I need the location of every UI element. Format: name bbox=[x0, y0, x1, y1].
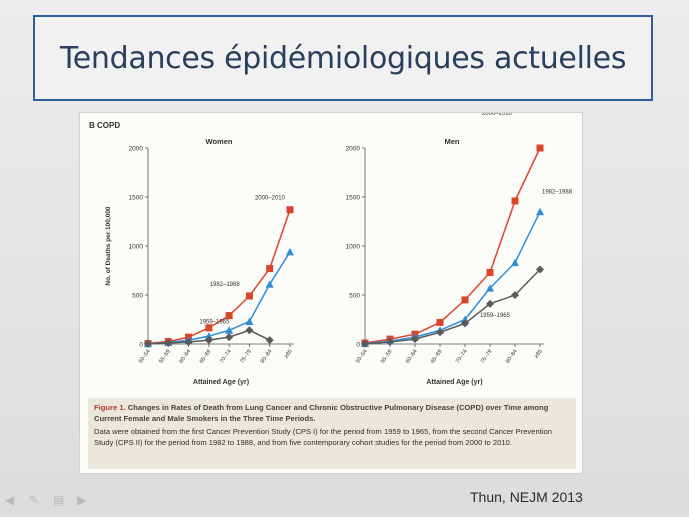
series-line-men-2 bbox=[364, 268, 541, 345]
y-tick-label-women: 1500 bbox=[129, 195, 144, 202]
slideshow-controls: ◀ ✎ ▤ ▶ bbox=[5, 494, 91, 506]
y-tick-label-women: 0 bbox=[139, 342, 143, 349]
figure-panel: B COPD 0 500 1000 1500 2000 50–54 55–59 60–64 65… bbox=[79, 112, 583, 474]
previous-slide-icon[interactable]: ◀ bbox=[5, 493, 15, 507]
y-tick-label-men: 2000 bbox=[346, 146, 361, 153]
x-tick-label-men: 60–64 bbox=[405, 349, 419, 365]
series-label-women-1: 1982–1988 bbox=[210, 282, 241, 288]
slide-title: Tendances épidémiologiques actuelles bbox=[59, 40, 627, 76]
x-axis-label-women: Attained Age (yr) bbox=[193, 379, 249, 386]
citation: Thun, NEJM 2013 bbox=[470, 489, 583, 505]
series-line-men-1 bbox=[364, 211, 541, 345]
x-tick-label-women: 60–64 bbox=[179, 349, 193, 365]
data-point-men bbox=[461, 296, 469, 304]
data-point-women bbox=[286, 206, 294, 214]
figure-charts: B COPD 0 500 1000 1500 2000 50–54 55–59 60–64 65… bbox=[89, 113, 573, 386]
data-point-women bbox=[204, 332, 213, 340]
caption-title: Changes in Rates of Death from Lung Canc… bbox=[94, 403, 549, 423]
slide-title-box: Tendances épidémiologiques actuelles bbox=[33, 15, 653, 101]
caption-heading: Figure 1. Changes in Rates of Death from… bbox=[94, 402, 570, 424]
figure-caption: Figure 1. Changes in Rates of Death from… bbox=[88, 398, 576, 469]
y-tick-label-men: 500 bbox=[349, 293, 360, 300]
pen-icon[interactable]: ✎ bbox=[29, 493, 40, 507]
data-point-women bbox=[245, 317, 254, 325]
chart-title-women: Women bbox=[206, 137, 233, 146]
data-point-men bbox=[486, 299, 494, 308]
menu-icon[interactable]: ▤ bbox=[53, 493, 65, 507]
x-tick-label-women: 55–59 bbox=[158, 349, 172, 365]
data-point-men bbox=[386, 338, 394, 347]
data-point-men bbox=[511, 258, 519, 267]
y-tick-label-women: 1000 bbox=[129, 244, 144, 251]
chart-title-men: Men bbox=[445, 137, 460, 146]
data-point-men bbox=[411, 335, 419, 344]
x-tick-label-women: 70–74 bbox=[219, 349, 233, 365]
x-tick-label-men: 50–54 bbox=[355, 349, 369, 365]
x-tick-label-women: 50–54 bbox=[138, 349, 152, 365]
series-label-women-0: 2000–2010 bbox=[255, 196, 286, 202]
caption-figure-label: Figure 1. bbox=[94, 403, 126, 412]
x-tick-label-men: 80–84 bbox=[505, 349, 519, 365]
data-point-men bbox=[361, 339, 369, 348]
y-tick-label-men: 1000 bbox=[346, 244, 361, 251]
data-point-men bbox=[486, 268, 494, 276]
data-point-men bbox=[436, 318, 444, 326]
data-point-men bbox=[536, 265, 544, 274]
data-point-women bbox=[225, 326, 234, 334]
data-point-women bbox=[204, 336, 213, 345]
series-label-men-2: 1959–1965 bbox=[480, 313, 511, 319]
y-tick-label-men: 0 bbox=[356, 342, 360, 349]
data-point-women bbox=[286, 247, 294, 256]
series-label-men-0: 2000–2010 bbox=[482, 113, 513, 117]
next-slide-icon[interactable]: ▶ bbox=[77, 493, 87, 507]
x-tick-label-men: 75–79 bbox=[480, 349, 494, 365]
x-tick-label-men: 55–59 bbox=[380, 349, 394, 365]
data-point-women bbox=[225, 333, 234, 342]
caption-body: Data were obtained from the first Cancer… bbox=[94, 427, 552, 447]
series-label-women-2: 1959–1965 bbox=[199, 319, 230, 325]
series-label-men-1: 1982–1988 bbox=[542, 190, 573, 196]
data-point-men bbox=[536, 144, 544, 152]
data-point-men bbox=[511, 291, 519, 299]
panel-label: B bbox=[89, 121, 95, 130]
data-point-women bbox=[265, 280, 274, 288]
data-point-women bbox=[225, 312, 233, 320]
series-line-men-0 bbox=[364, 147, 541, 344]
x-tick-label-men: 65–69 bbox=[430, 349, 444, 365]
data-point-women bbox=[245, 326, 254, 335]
panel-title: COPD bbox=[97, 121, 120, 130]
data-point-women bbox=[265, 336, 274, 345]
data-point-men bbox=[461, 319, 469, 328]
y-tick-label-women: 500 bbox=[132, 293, 143, 300]
data-point-men bbox=[511, 197, 519, 205]
y-tick-label-men: 1500 bbox=[346, 195, 361, 202]
data-point-women bbox=[245, 292, 253, 300]
x-tick-label-men: ≥85 bbox=[533, 349, 543, 360]
y-tick-label-women: 2000 bbox=[129, 146, 144, 153]
y-axis-label-women: No. of Deaths per 100,000 bbox=[105, 206, 112, 285]
x-axis-label-men: Attained Age (yr) bbox=[426, 379, 482, 386]
data-point-women bbox=[205, 324, 213, 332]
x-tick-label-women: ≥85 bbox=[283, 349, 293, 360]
x-tick-label-women: 65–69 bbox=[199, 349, 213, 365]
data-point-women bbox=[164, 339, 173, 348]
x-tick-label-women: 80–84 bbox=[260, 349, 274, 365]
data-point-women bbox=[184, 338, 193, 347]
x-tick-label-men: 70–74 bbox=[455, 349, 469, 365]
data-point-men bbox=[436, 328, 444, 337]
data-point-men bbox=[486, 284, 494, 292]
data-point-women bbox=[144, 339, 152, 348]
x-tick-label-women: 75–79 bbox=[239, 349, 253, 365]
data-point-men bbox=[536, 207, 544, 216]
data-point-women bbox=[266, 265, 274, 273]
